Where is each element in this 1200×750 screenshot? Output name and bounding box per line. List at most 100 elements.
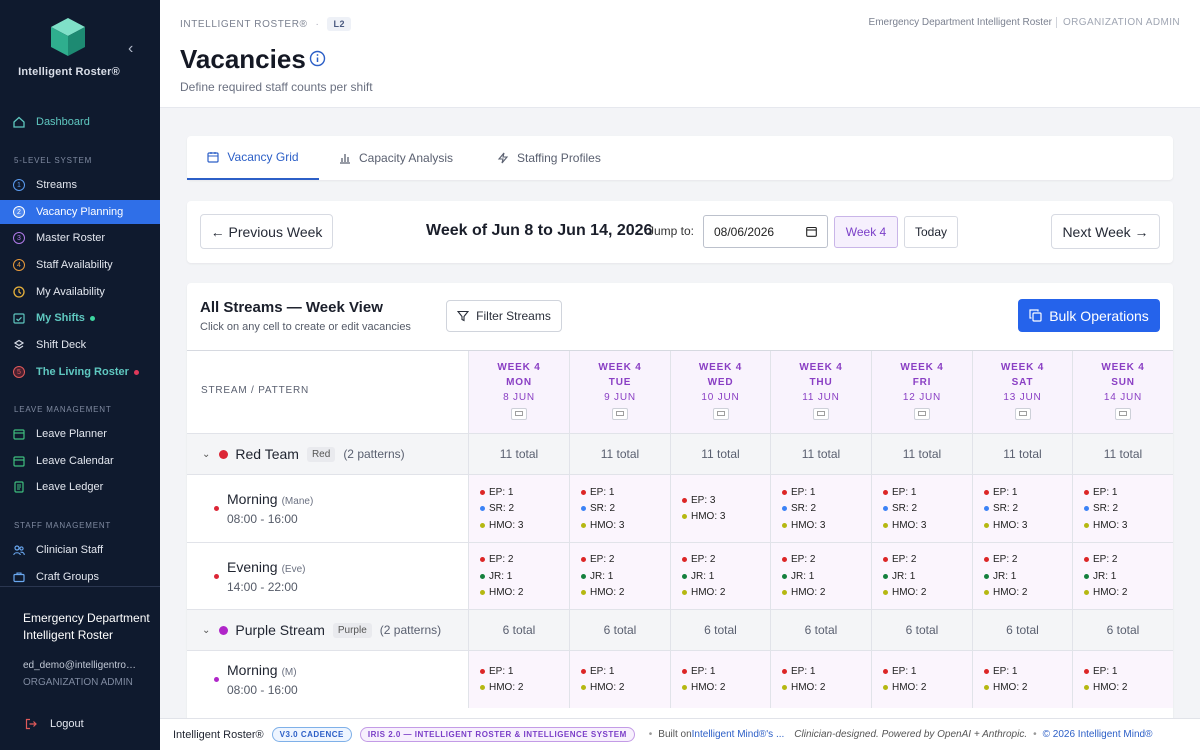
role-dot bbox=[682, 668, 687, 674]
vacancy-cell[interactable]: EP: 2 JR: 1 HMO: 2 bbox=[770, 543, 871, 609]
group-total-cell: 11 total bbox=[972, 434, 1072, 474]
nav-shift-deck[interactable]: Shift Deck bbox=[0, 333, 160, 357]
comment-icon[interactable] bbox=[914, 408, 930, 420]
tab-capacity-analysis[interactable]: Capacity Analysis bbox=[339, 136, 453, 180]
nav-living-roster-label: The Living Roster bbox=[36, 366, 129, 378]
vacancy-cell[interactable]: EP: 1 SR: 2 HMO: 3 bbox=[871, 475, 972, 542]
vacancy-cell[interactable]: EP: 2 JR: 1 HMO: 2 bbox=[972, 543, 1072, 609]
vacancy-requirement: HMO: 2 bbox=[682, 680, 770, 697]
nav-dashboard[interactable]: Dashboard bbox=[0, 110, 160, 134]
vacancy-cell[interactable]: EP: 1 HMO: 2 bbox=[1072, 651, 1173, 708]
collapse-chevron-icon[interactable]: ‹ bbox=[128, 40, 134, 57]
breadcrumb-root[interactable]: INTELLIGENT ROSTER® bbox=[180, 18, 308, 30]
role-dot bbox=[682, 497, 687, 503]
vacancy-cell[interactable]: EP: 1 HMO: 2 bbox=[770, 651, 871, 708]
vacancy-cell[interactable]: EP: 1 HMO: 2 bbox=[871, 651, 972, 708]
vacancy-cell[interactable]: EP: 1 SR: 2 HMO: 3 bbox=[569, 475, 670, 542]
requirement-text: HMO: 2 bbox=[1093, 682, 1128, 694]
vacancy-requirement: EP: 2 bbox=[480, 551, 569, 568]
chevron-down-icon[interactable]: ⌄ bbox=[202, 624, 211, 636]
footer-copyright[interactable]: © 2026 Intelligent Mind® bbox=[1042, 729, 1153, 740]
grid-header-row: STREAM / PATTERN WEEK 4 MON 8 JUN WEEK 4 TUE 9… bbox=[187, 350, 1173, 433]
vacancy-requirement: SR: 2 bbox=[984, 500, 1072, 517]
pattern-count: (2 patterns) bbox=[379, 623, 442, 637]
vacancy-cell[interactable]: EP: 1 SR: 2 HMO: 3 bbox=[972, 475, 1072, 542]
day-week: WEEK 4 bbox=[497, 362, 541, 373]
stream-name: Purple Stream bbox=[235, 622, 325, 638]
role-dot bbox=[581, 685, 586, 691]
requirement-text: JR: 1 bbox=[590, 570, 614, 582]
vacancy-cell[interactable]: EP: 1 HMO: 2 bbox=[972, 651, 1072, 708]
tab-vacancy-grid[interactable]: Vacancy Grid bbox=[187, 136, 319, 180]
logout-button[interactable]: Logout bbox=[25, 718, 84, 730]
nav-leave-calendar[interactable]: Leave Calendar bbox=[0, 449, 160, 473]
nav-leave-planner[interactable]: Leave Planner bbox=[0, 422, 160, 446]
role-dot bbox=[984, 685, 989, 691]
stream-group-row[interactable]: ⌄ Red Team Red (2 patterns) 11 total 11 total… bbox=[187, 433, 1173, 474]
vacancy-cell[interactable]: EP: 3 HMO: 3 bbox=[670, 475, 770, 542]
stream-group-label: ⌄ Purple Stream Purple (2 patterns) bbox=[202, 610, 441, 650]
vacancy-requirement: HMO: 3 bbox=[782, 517, 871, 534]
tab-staffing-profiles[interactable]: Staffing Profiles bbox=[497, 136, 601, 180]
role-dot bbox=[480, 573, 485, 579]
vacancy-cell[interactable]: EP: 2 JR: 1 HMO: 2 bbox=[569, 543, 670, 609]
nav-my-shifts[interactable]: My Shifts bbox=[0, 306, 160, 330]
footer-built-link[interactable]: Intelligent Mind®'s ... bbox=[691, 729, 785, 740]
vacancy-cell[interactable]: EP: 2 JR: 1 HMO: 2 bbox=[1072, 543, 1173, 609]
comment-icon[interactable] bbox=[612, 408, 628, 420]
vacancy-cell[interactable]: EP: 1 SR: 2 HMO: 3 bbox=[468, 475, 569, 542]
jump-date-input[interactable]: 08/06/2026 bbox=[703, 215, 828, 248]
vacancy-cell[interactable]: EP: 1 SR: 2 HMO: 3 bbox=[1072, 475, 1173, 542]
nav-streams-label: Streams bbox=[36, 179, 77, 191]
page-subtitle: Define required staff counts per shift bbox=[180, 80, 373, 94]
vacancy-cell[interactable]: EP: 2 JR: 1 HMO: 2 bbox=[871, 543, 972, 609]
week-number-button[interactable]: Week 4 bbox=[834, 216, 898, 248]
nav-craft-groups[interactable]: Craft Groups bbox=[0, 565, 160, 589]
nav-my-availability[interactable]: My Availability bbox=[0, 280, 160, 304]
previous-week-button[interactable]: ← Previous Week bbox=[200, 214, 333, 249]
role-dot bbox=[581, 522, 586, 528]
info-icon[interactable] bbox=[309, 50, 326, 67]
comment-icon[interactable] bbox=[1115, 408, 1131, 420]
copy-icon bbox=[1029, 309, 1042, 322]
vacancy-requirement: HMO: 3 bbox=[1084, 517, 1173, 534]
vacancy-cell[interactable]: EP: 1 HMO: 2 bbox=[670, 651, 770, 708]
day-date: 8 JUN bbox=[503, 392, 535, 403]
vacancy-cell[interactable]: EP: 1 HMO: 2 bbox=[569, 651, 670, 708]
nav-living-roster[interactable]: 5 The Living Roster bbox=[0, 360, 160, 384]
cube-logo-icon bbox=[51, 18, 85, 56]
requirement-text: EP: 1 bbox=[691, 665, 716, 677]
filter-streams-button[interactable]: Filter Streams bbox=[446, 300, 562, 332]
bulk-operations-button[interactable]: Bulk Operations bbox=[1018, 299, 1160, 332]
vacancy-cell[interactable]: EP: 2 JR: 1 HMO: 2 bbox=[670, 543, 770, 609]
nav-vacancy-planning[interactable]: 2 Vacancy Planning bbox=[0, 200, 160, 224]
nav-leave-ledger[interactable]: Leave Ledger bbox=[0, 475, 160, 499]
today-button[interactable]: Today bbox=[904, 216, 958, 248]
role-dot bbox=[581, 573, 586, 579]
vacancy-requirement: HMO: 2 bbox=[782, 680, 871, 697]
requirement-text: JR: 1 bbox=[993, 570, 1017, 582]
nav-streams[interactable]: 1 Streams bbox=[0, 173, 160, 197]
group-total-cell: 6 total bbox=[1072, 610, 1173, 650]
calendar-icon[interactable] bbox=[806, 226, 817, 237]
vacancy-cell[interactable]: EP: 2 JR: 1 HMO: 2 bbox=[468, 543, 569, 609]
comment-icon[interactable] bbox=[1014, 408, 1031, 420]
comment-icon[interactable] bbox=[712, 408, 729, 420]
vacancy-requirement: HMO: 2 bbox=[682, 584, 770, 601]
next-week-button[interactable]: Next Week → bbox=[1051, 214, 1160, 249]
day-name: TUE bbox=[608, 377, 632, 388]
stream-group-row[interactable]: ⌄ Purple Stream Purple (2 patterns) 6 total 6… bbox=[187, 609, 1173, 650]
comment-icon[interactable] bbox=[511, 408, 527, 420]
day-name: FRI bbox=[912, 377, 932, 388]
nav-master-roster[interactable]: 3 Master Roster bbox=[0, 226, 160, 250]
grid-subtitle: Click on any cell to create or edit vaca… bbox=[200, 321, 411, 333]
vacancy-cell[interactable]: EP: 1 HMO: 2 bbox=[468, 651, 569, 708]
role-dot bbox=[782, 668, 787, 674]
chevron-down-icon[interactable]: ⌄ bbox=[202, 448, 211, 460]
nav-clinician-staff[interactable]: Clinician Staff bbox=[0, 538, 160, 562]
jump-to-label: Jump to: bbox=[648, 224, 695, 238]
requirement-text: SR: 2 bbox=[993, 503, 1019, 514]
nav-staff-availability[interactable]: 4 Staff Availability bbox=[0, 253, 160, 277]
vacancy-cell[interactable]: EP: 1 SR: 2 HMO: 3 bbox=[770, 475, 871, 542]
comment-icon[interactable] bbox=[813, 408, 829, 420]
